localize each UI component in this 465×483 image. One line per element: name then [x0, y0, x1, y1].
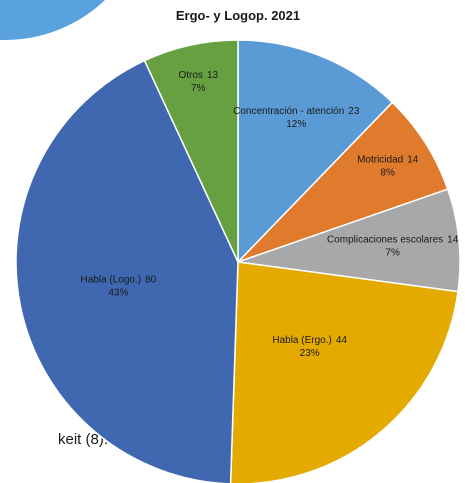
percent-label: 7%: [191, 83, 206, 94]
percent-label: 12%: [286, 119, 306, 130]
data-label: Complicaciones escolares 14: [327, 234, 459, 245]
background-shape: [0, 0, 105, 40]
percent-label: 8%: [380, 167, 395, 178]
value-label: 13: [207, 70, 219, 81]
background-text: keit (8).: [58, 431, 108, 448]
data-label: Habla (Logo.) 80: [80, 274, 156, 285]
value-label: 14: [447, 234, 459, 245]
percent-label: 43%: [108, 287, 128, 298]
category-label: Habla (Ergo.): [272, 335, 331, 346]
value-label: 23: [348, 106, 360, 117]
category-label: Complicaciones escolares: [327, 234, 443, 245]
pie-slice: [237, 188, 461, 293]
data-label: Concentración - atención 23: [233, 106, 360, 117]
category-label: Concentración - atención: [233, 106, 344, 117]
value-label: 14: [407, 154, 419, 165]
value-label: 44: [336, 335, 348, 346]
percent-label: 7%: [385, 247, 400, 258]
category-label: Otros: [178, 70, 202, 81]
data-label: Otros 13: [178, 70, 218, 81]
pie-slice: [237, 39, 394, 264]
pie-slice: [237, 101, 449, 263]
category-label: Motricidad: [357, 154, 403, 165]
pie-slice: [229, 261, 459, 483]
value-label: 80: [145, 274, 157, 285]
data-label: Habla (Ergo.) 44: [272, 335, 347, 346]
pie-slice: [15, 59, 239, 483]
percent-label: 23%: [300, 348, 320, 359]
data-label: Motricidad 14: [357, 154, 419, 165]
chart-title: Ergo- y Logop. 2021: [176, 8, 300, 23]
pie-slice: [143, 39, 239, 263]
category-label: Habla (Logo.): [80, 274, 141, 285]
